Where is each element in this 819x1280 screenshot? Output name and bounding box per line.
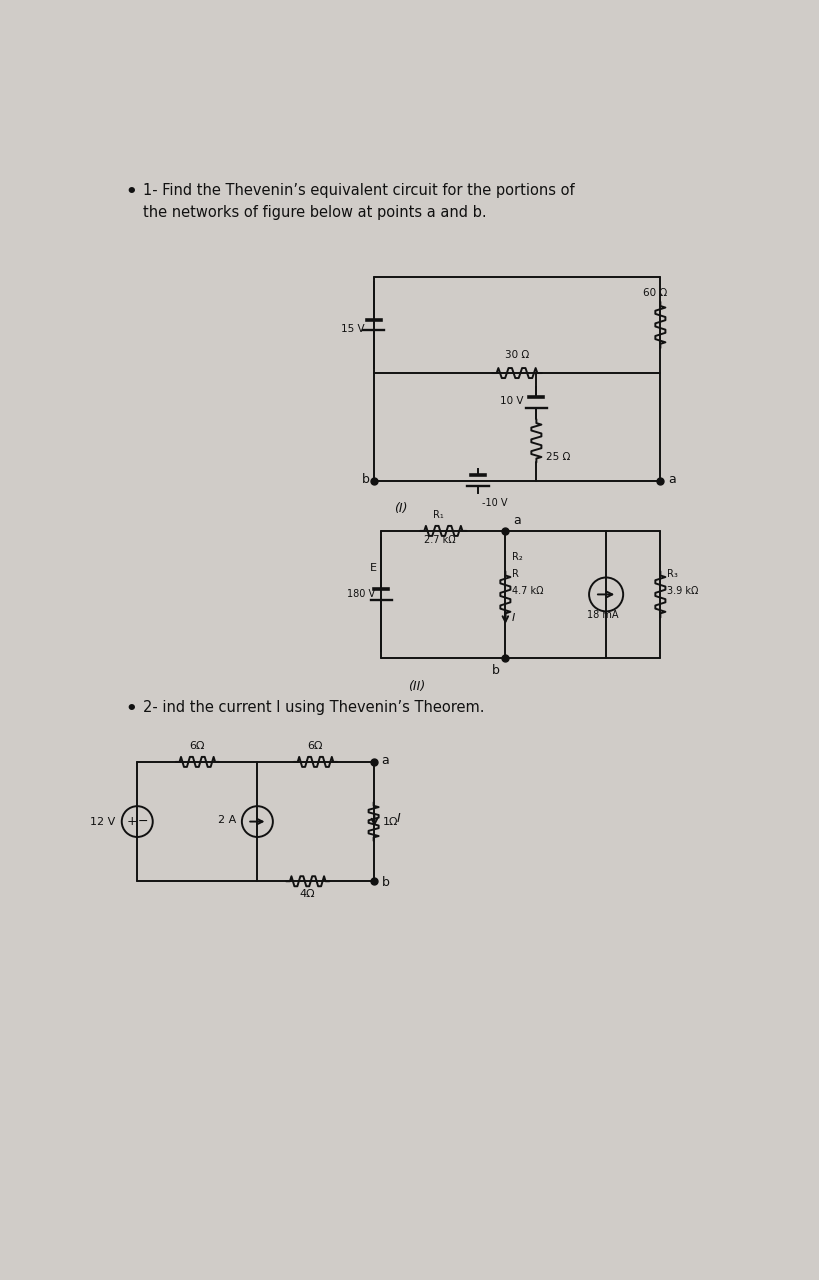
Text: 6Ω: 6Ω [189, 741, 205, 751]
Text: a: a [382, 754, 389, 767]
Text: I: I [512, 613, 515, 622]
Text: 15 V: 15 V [341, 324, 364, 334]
Text: E: E [369, 563, 377, 573]
Text: 6Ω: 6Ω [308, 741, 324, 751]
Text: +: + [126, 815, 137, 828]
Text: b: b [362, 472, 370, 486]
Text: a: a [514, 515, 521, 527]
Text: 4Ω: 4Ω [300, 888, 315, 899]
Text: 4.7 kΩ: 4.7 kΩ [512, 586, 543, 596]
Text: (II): (II) [408, 680, 425, 692]
Text: •: • [125, 700, 138, 718]
Text: 1Ω: 1Ω [383, 817, 398, 827]
Text: R₃: R₃ [667, 570, 677, 580]
Text: 180 V: 180 V [347, 589, 375, 599]
Text: R₂: R₂ [512, 552, 523, 562]
Text: 60 Ω: 60 Ω [644, 288, 667, 298]
Text: 2- ind the current I using Thevenin’s Theorem.: 2- ind the current I using Thevenin’s Th… [143, 700, 484, 716]
Text: −: − [138, 815, 149, 828]
Text: 2 A: 2 A [218, 815, 237, 826]
Text: 10 V: 10 V [500, 396, 523, 406]
Text: 3.9 kΩ: 3.9 kΩ [667, 586, 698, 596]
Text: 2.7 kΩ: 2.7 kΩ [423, 535, 455, 545]
Text: 1- Find the Thevenin’s equivalent circuit for the portions of: 1- Find the Thevenin’s equivalent circui… [143, 183, 574, 198]
Text: 12 V: 12 V [90, 817, 115, 827]
Text: the networks of figure below at points a and b.: the networks of figure below at points a… [143, 205, 486, 220]
Text: -10 V: -10 V [482, 498, 508, 508]
Text: R: R [512, 570, 518, 580]
Text: •: • [125, 183, 138, 201]
Text: R₁: R₁ [432, 509, 443, 520]
Text: 30 Ω: 30 Ω [505, 349, 529, 360]
Text: (I): (I) [394, 503, 408, 516]
Text: a: a [668, 472, 676, 486]
Text: 25 Ω: 25 Ω [545, 452, 570, 462]
Text: b: b [491, 664, 500, 677]
Text: I: I [397, 812, 400, 826]
Text: b: b [382, 877, 389, 890]
Text: 18 mA: 18 mA [587, 609, 619, 620]
